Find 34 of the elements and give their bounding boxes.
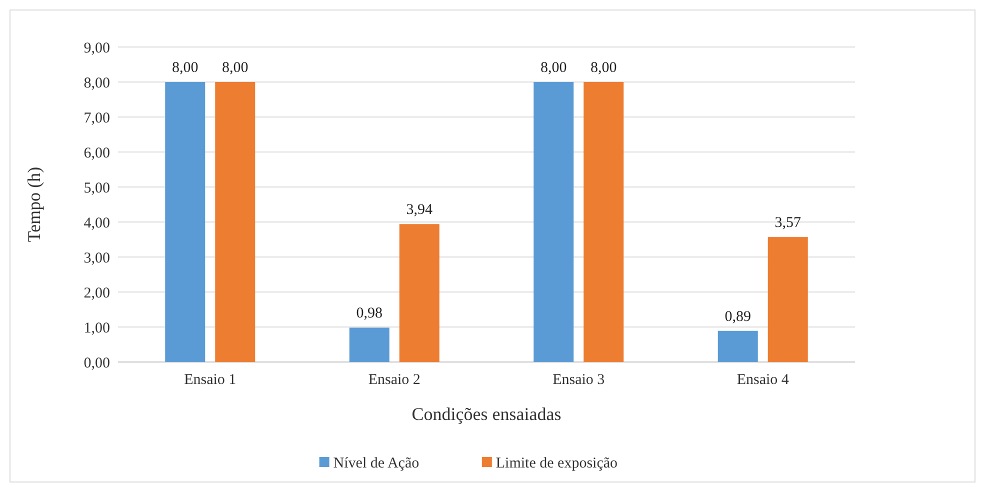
data-label: 0,98 [356, 306, 382, 322]
data-label: 3,57 [774, 215, 802, 232]
y-tick-label: 6,00 [84, 145, 110, 162]
data-label: 0,89 [724, 308, 751, 325]
bar [534, 82, 574, 362]
y-tick-label: 4,00 [84, 215, 110, 232]
data-label: 3,94 [406, 202, 433, 218]
x-tick-label: Ensaio 3 [552, 372, 605, 388]
bar [165, 82, 206, 362]
bar [584, 82, 624, 362]
y-tick-label: 7,00 [84, 110, 110, 126]
y-tick-label: 3,00 [84, 250, 110, 266]
legend-label: Limite de exposição [496, 455, 618, 472]
data-label: 8,00 [590, 60, 617, 76]
legend-label: Nível de Ação [333, 455, 420, 472]
x-tick-label: Ensaio 2 [368, 372, 420, 388]
bar [399, 224, 440, 362]
y-axis-title: Tempo (h) [24, 166, 44, 242]
x-tick-label: Ensaio 4 [736, 372, 790, 388]
bar [768, 237, 808, 362]
data-label: 8,00 [172, 60, 198, 76]
x-axis-title: Condições ensaiadas [412, 404, 562, 424]
bar [349, 328, 390, 362]
y-tick-label: 0,00 [84, 355, 110, 372]
data-label: 8,00 [540, 60, 567, 76]
y-tick-label: 9,00 [84, 40, 110, 56]
y-tick-label: 2,00 [84, 285, 110, 302]
bar [215, 82, 256, 362]
x-tick-label: Ensaio 1 [184, 372, 236, 388]
bar [718, 330, 758, 362]
y-tick-label: 8,00 [84, 75, 110, 92]
y-tick-label: 1,00 [84, 320, 110, 336]
y-tick-label: 5,00 [84, 180, 110, 196]
data-label: 8,00 [222, 60, 248, 76]
